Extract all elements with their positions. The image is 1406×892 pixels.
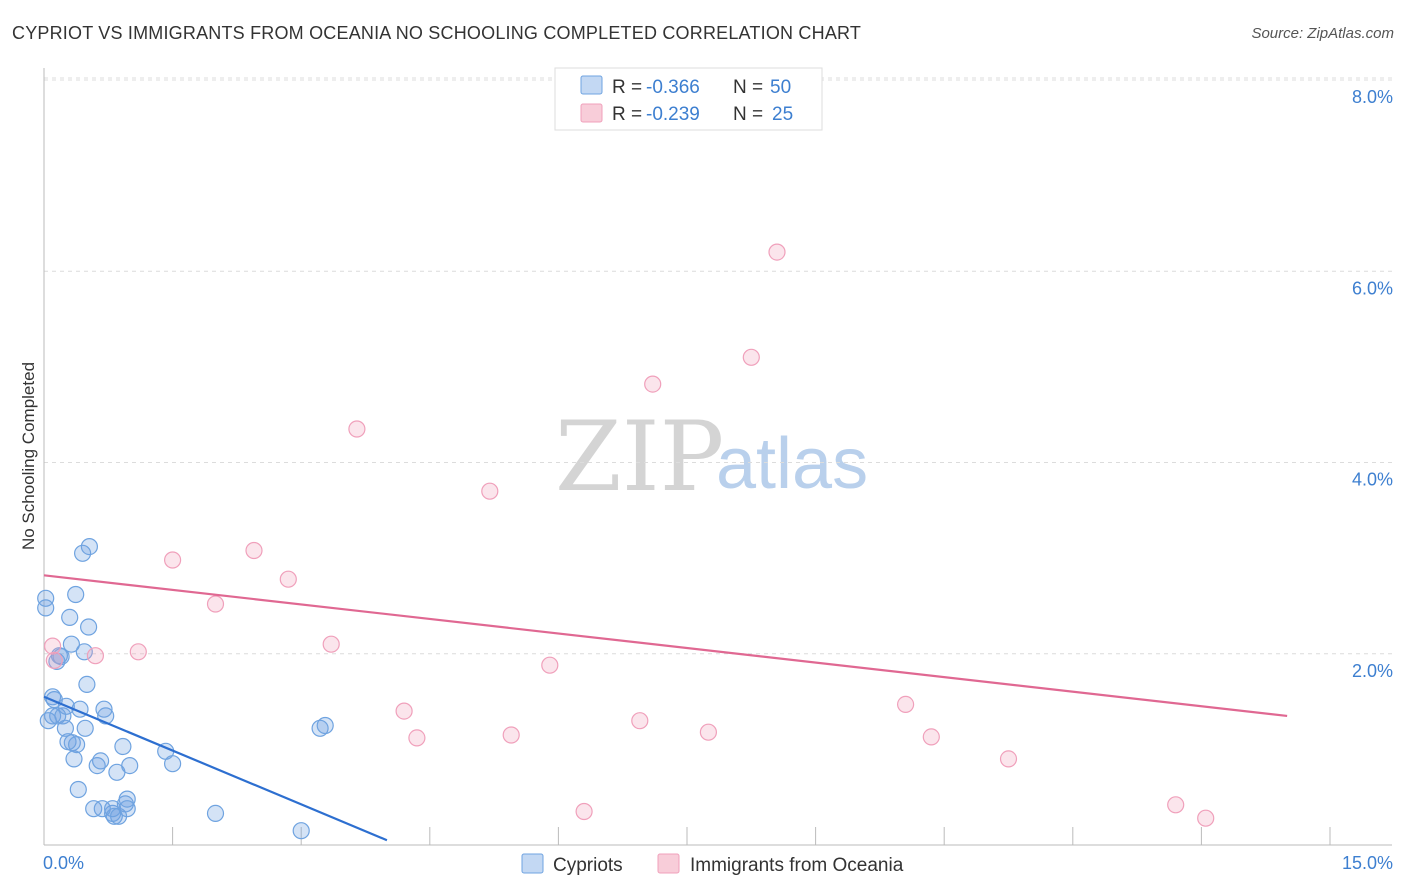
x-tick-label-min: 0.0% — [43, 853, 84, 873]
cypriots-point — [118, 790, 136, 808]
trend-layer — [43, 574, 1288, 842]
axes: 2.0% 4.0% 6.0% 8.0% — [43, 68, 1393, 846]
stats-legend-swatch-cypriots — [580, 75, 603, 95]
stats-n-value-2: 25 — [772, 104, 793, 125]
cypriots-point — [105, 807, 123, 825]
oceania-point — [206, 595, 225, 613]
cypriots-point — [62, 635, 81, 653]
y-axis-label: No Schooling Completed — [19, 362, 38, 550]
watermark-atlas: atlas — [716, 424, 868, 504]
oceania-point — [408, 729, 426, 747]
cypriots-point — [37, 599, 55, 617]
stats-legend: R = -0.366 N = 50 R = -0.239 N = 25 — [554, 67, 823, 131]
source-label: Source: ZipAtlas.com — [1251, 25, 1394, 42]
stats-r-label-1: R = — [612, 77, 642, 98]
cypriots-point — [114, 737, 132, 756]
chart-title: CYPRIOT VS IMMIGRANTS FROM OCEANIA NO SC… — [12, 23, 862, 43]
cypriots-point — [61, 608, 79, 627]
cypriots-point — [311, 719, 329, 737]
cypriots-point — [37, 589, 55, 607]
oceania-point — [631, 712, 649, 730]
oceania-point — [999, 750, 1018, 768]
watermark: ZIP atlas — [555, 401, 868, 513]
cypriots-point — [121, 756, 139, 775]
watermark-zip: ZIP — [555, 401, 724, 513]
oceania-point — [322, 635, 340, 653]
cypriots-point — [206, 804, 225, 823]
stats-n-label-2: N = — [733, 104, 763, 125]
cypriots-point — [75, 643, 93, 661]
stats-r-value-1: -0.366 — [646, 77, 700, 98]
y-tick-label: 2.0% — [1352, 661, 1393, 681]
x-tick-label-max: 15.0% — [1342, 853, 1393, 873]
series-legend-label-cypriots: Cypriots — [553, 855, 623, 876]
series-legend-label-oceania: Immigrants from Oceania — [690, 855, 904, 876]
cypriots-point — [80, 537, 99, 556]
oceania-point — [164, 551, 182, 569]
oceania-point — [245, 541, 263, 560]
cypriots-point — [85, 800, 103, 818]
stats-n-label-1: N = — [733, 77, 763, 98]
cypriots-point — [67, 735, 86, 754]
cypriots-point — [316, 716, 334, 735]
oceania-point — [129, 643, 147, 661]
oceania-trend-line — [43, 574, 1288, 717]
oceania-point — [1167, 796, 1185, 814]
y-tick-label: 4.0% — [1352, 470, 1393, 490]
oceania-point — [644, 375, 662, 393]
cypriots-point — [56, 719, 75, 737]
cypriots-point — [118, 800, 136, 818]
oceania-point — [43, 637, 62, 655]
cypriots-point — [95, 700, 113, 718]
stats-r-value-2: -0.239 — [646, 104, 700, 125]
oceania-point — [86, 647, 105, 665]
cypriots-point — [91, 752, 110, 770]
y-tick-label: 8.0% — [1352, 87, 1393, 107]
series-legend-swatch-cypriots — [521, 853, 544, 874]
oceania-point — [896, 695, 915, 714]
points-layer — [37, 243, 1215, 840]
oceania-point — [348, 420, 366, 438]
cypriots-point — [65, 750, 83, 768]
cypriots-point — [67, 585, 85, 604]
cypriots-point — [69, 780, 87, 799]
oceania-point — [395, 702, 413, 720]
oceania-point — [502, 726, 520, 744]
cypriots-trend-line — [43, 695, 388, 842]
oceania-point — [922, 728, 940, 746]
cypriots-point — [164, 755, 182, 773]
oceania-point — [742, 348, 760, 366]
oceania-point — [575, 802, 593, 821]
cypriots-point — [292, 822, 310, 840]
cypriots-point — [79, 618, 98, 636]
oceania-point — [45, 651, 63, 670]
series-legend-swatch-oceania — [657, 853, 680, 874]
cypriots-point — [76, 719, 94, 737]
oceania-point — [1197, 809, 1215, 827]
oceania-point — [768, 243, 786, 261]
oceania-point — [279, 570, 297, 588]
cypriots-point — [78, 675, 96, 694]
series-legend: Cypriots Immigrants from Oceania — [521, 853, 904, 876]
cypriots-point — [73, 544, 92, 562]
oceania-point — [699, 723, 718, 741]
stats-r-label-2: R = — [612, 104, 642, 125]
cypriots-point — [49, 707, 67, 725]
oceania-point — [541, 656, 559, 674]
stats-n-value-1: 50 — [770, 77, 791, 98]
oceania-point — [481, 482, 499, 500]
grid-lines — [44, 77, 1392, 655]
stats-legend-swatch-oceania — [580, 103, 603, 123]
y-tick-label: 6.0% — [1352, 278, 1393, 298]
